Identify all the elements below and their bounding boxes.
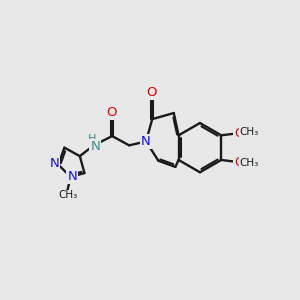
Text: O: O bbox=[234, 127, 244, 140]
Text: CH₃: CH₃ bbox=[239, 127, 259, 137]
Text: O: O bbox=[234, 156, 244, 169]
Text: CH₃: CH₃ bbox=[58, 190, 77, 200]
Text: N: N bbox=[67, 169, 77, 183]
Text: N: N bbox=[90, 140, 100, 153]
Text: N: N bbox=[141, 135, 151, 148]
Text: N: N bbox=[50, 157, 59, 170]
Text: O: O bbox=[146, 86, 157, 99]
Text: CH₃: CH₃ bbox=[239, 158, 259, 168]
Text: O: O bbox=[106, 106, 117, 119]
Text: H: H bbox=[88, 134, 96, 144]
